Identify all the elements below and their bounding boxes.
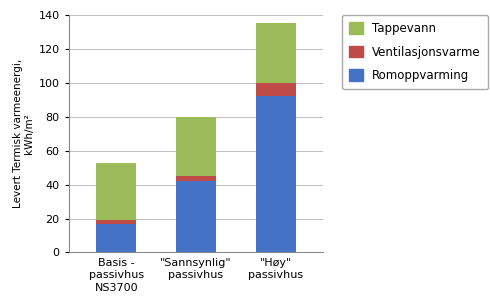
Legend: Tappevann, Ventilasjonsvarme, Romoppvarming: Tappevann, Ventilasjonsvarme, Romoppvarm… — [342, 15, 488, 89]
Bar — [256, 83, 295, 96]
Bar — [97, 162, 136, 220]
Bar — [176, 181, 216, 252]
Bar — [97, 224, 136, 252]
Y-axis label: Levert Termisk varmeenergi,
kWh/m²: Levert Termisk varmeenergi, kWh/m² — [13, 59, 34, 208]
Bar — [256, 23, 295, 83]
Bar — [176, 176, 216, 181]
Bar — [97, 220, 136, 224]
Bar — [256, 96, 295, 252]
Bar — [176, 117, 216, 176]
